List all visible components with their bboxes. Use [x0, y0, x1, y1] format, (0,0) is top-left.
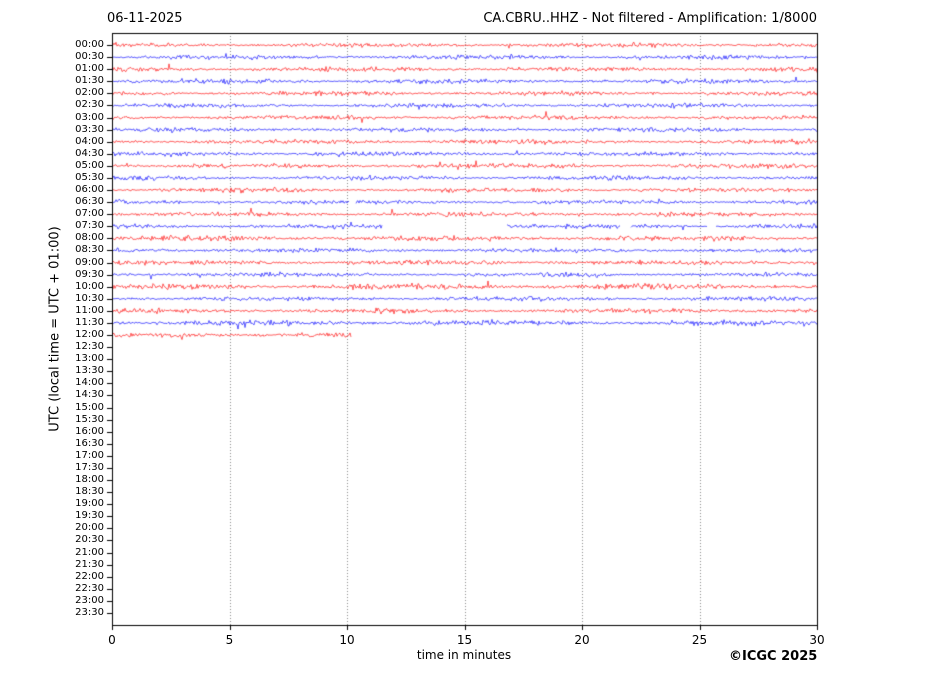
- y-tick-label: 18:00: [75, 474, 104, 486]
- y-tick-label: 20:30: [75, 534, 104, 546]
- y-tick-label: 19:30: [75, 510, 104, 522]
- y-tick-label: 05:30: [75, 171, 104, 183]
- date-title: 06-11-2025: [107, 11, 183, 26]
- station-title: CA.CBRU..HHZ - Not filtered - Amplificat…: [483, 11, 817, 26]
- y-tick-label: 03:30: [75, 123, 104, 135]
- y-tick-label: 03:00: [75, 111, 104, 123]
- y-tick-label: 17:00: [75, 449, 104, 461]
- y-tick-label: 06:00: [75, 184, 104, 196]
- y-tick-label: 23:30: [75, 606, 104, 618]
- y-tick-label: 02:00: [75, 87, 104, 99]
- y-tick-label: 12:30: [75, 341, 104, 353]
- y-tick-label: 12:00: [75, 329, 104, 341]
- x-tick-label: 25: [691, 633, 708, 647]
- y-tick-label: 21:00: [75, 546, 104, 558]
- y-tick-label: 15:00: [75, 401, 104, 413]
- y-tick-label: 11:30: [75, 316, 104, 328]
- y-tick-label: 23:00: [75, 594, 104, 606]
- y-tick-label: 14:30: [75, 389, 104, 401]
- y-tick-label: 07:30: [75, 220, 104, 232]
- y-tick-label: 07:00: [75, 208, 104, 220]
- copyright-label: ©ICGC 2025: [729, 649, 818, 664]
- y-tick-label: 08:00: [75, 232, 104, 244]
- y-tick-label: 09:00: [75, 256, 104, 268]
- y-tick-label: 22:30: [75, 582, 104, 594]
- y-tick-label: 11:00: [75, 304, 104, 316]
- y-tick-label: 06:30: [75, 196, 104, 208]
- y-tick-label: 10:30: [75, 292, 104, 304]
- y-tick-label: 01:00: [75, 63, 104, 75]
- y-tick-label: 22:00: [75, 570, 104, 582]
- y-tick-label: 14:00: [75, 377, 104, 389]
- y-tick-label: 16:00: [75, 425, 104, 437]
- y-tick-label: 16:30: [75, 437, 104, 449]
- y-tick-label: 19:00: [75, 498, 104, 510]
- y-tick-label: 00:00: [75, 39, 104, 51]
- x-axis-label: time in minutes: [416, 648, 512, 662]
- y-tick-label: 13:00: [75, 353, 104, 365]
- y-tick-label: 02:30: [75, 99, 104, 111]
- x-tick-label: 10: [339, 633, 355, 647]
- y-tick-label: 10:00: [75, 280, 104, 292]
- y-tick-label: 01:30: [75, 75, 104, 87]
- y-tick-label: 17:30: [75, 461, 104, 473]
- x-tick-label: 5: [225, 633, 234, 647]
- y-tick-label: 18:30: [75, 486, 104, 498]
- x-tick-label: 20: [574, 633, 590, 647]
- x-tick-label: 30: [809, 633, 825, 647]
- y-tick-label: 08:30: [75, 244, 104, 256]
- x-tick-label: 0: [108, 633, 116, 647]
- x-tick-label: 15: [456, 633, 473, 647]
- y-tick-label: 15:30: [75, 413, 104, 425]
- y-tick-label: 04:30: [75, 147, 104, 159]
- y-tick-label: 04:00: [75, 135, 104, 147]
- y-tick-label: 21:30: [75, 558, 104, 570]
- y-tick-label: 20:00: [75, 522, 104, 534]
- y-tick-label: 00:30: [75, 51, 104, 63]
- y-tick-label: 09:30: [75, 268, 104, 280]
- y-tick-label: 05:00: [75, 159, 104, 171]
- y-tick-label: 13:30: [75, 365, 104, 377]
